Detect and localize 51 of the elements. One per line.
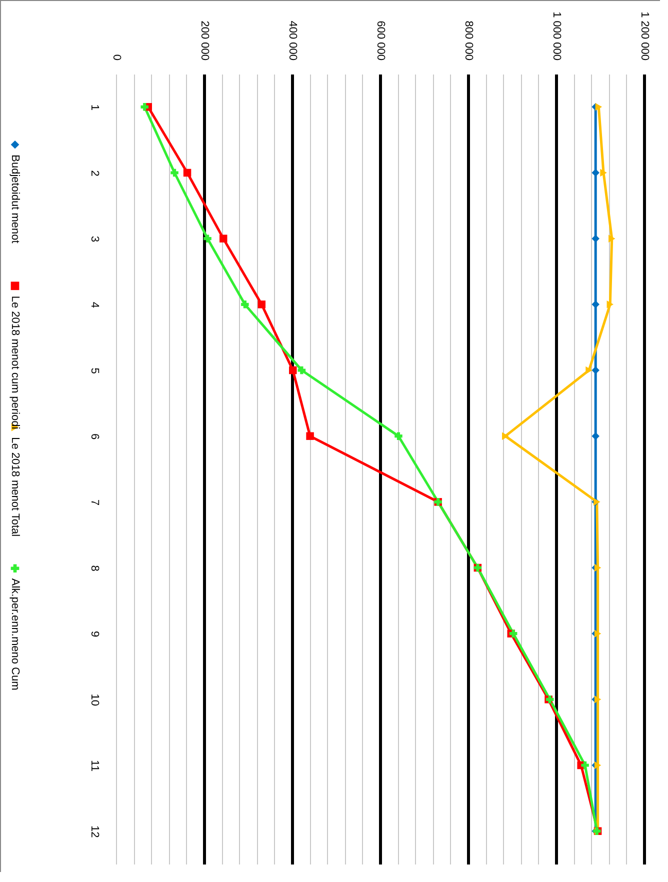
point	[219, 234, 228, 242]
x-tick-label: 800 000	[462, 20, 474, 60]
x-tick-label: 1 200 000	[638, 12, 650, 60]
y-tick-label: 10	[88, 694, 100, 706]
x-tick-label: 1 000 000	[550, 12, 562, 60]
y-tick-label: 9	[88, 631, 100, 638]
point	[183, 168, 192, 177]
point	[581, 761, 589, 770]
point	[594, 761, 602, 770]
point	[298, 366, 306, 374]
point	[592, 234, 600, 242]
point	[204, 234, 212, 242]
point	[509, 630, 518, 638]
point	[170, 168, 178, 177]
x-tick-label: 200 000	[198, 20, 210, 60]
point	[241, 300, 249, 308]
y-tick-label: 8	[88, 565, 100, 572]
point	[592, 168, 600, 177]
legend-label: Budjetoidut menot	[9, 154, 21, 244]
x-tick-label: 0	[110, 54, 122, 60]
legend-label: Le 2018 menot cum periodi	[9, 296, 21, 430]
point	[608, 234, 616, 242]
y-tick-label: 11	[88, 760, 100, 772]
x-tick-label: 600 000	[374, 20, 386, 60]
point	[600, 168, 607, 177]
y-tick-label: 4	[88, 302, 100, 308]
point	[594, 630, 602, 638]
point	[394, 432, 402, 440]
y-tick-label: 5	[88, 368, 100, 374]
legend-label: Le 2018 menot Total	[9, 437, 21, 537]
point	[592, 366, 600, 374]
point	[595, 103, 602, 111]
y-tick-label: 7	[88, 499, 100, 506]
point	[592, 300, 600, 308]
x-tick-label: 400 000	[286, 20, 298, 60]
point	[306, 432, 314, 440]
y-tick-label: 2	[88, 170, 100, 176]
y-tick-label: 12	[88, 825, 100, 838]
point	[606, 300, 614, 308]
y-tick-label: 1	[88, 104, 100, 110]
y-tick-label: 3	[88, 236, 100, 242]
point	[592, 432, 600, 440]
point	[258, 300, 266, 308]
legend-label: Alk.per.enn.meno Cum	[9, 578, 21, 690]
point	[502, 432, 509, 440]
point	[289, 366, 297, 374]
point	[594, 564, 602, 572]
point	[586, 366, 592, 374]
y-tick-label: 6	[88, 434, 100, 440]
point	[140, 103, 148, 111]
point	[594, 696, 602, 704]
